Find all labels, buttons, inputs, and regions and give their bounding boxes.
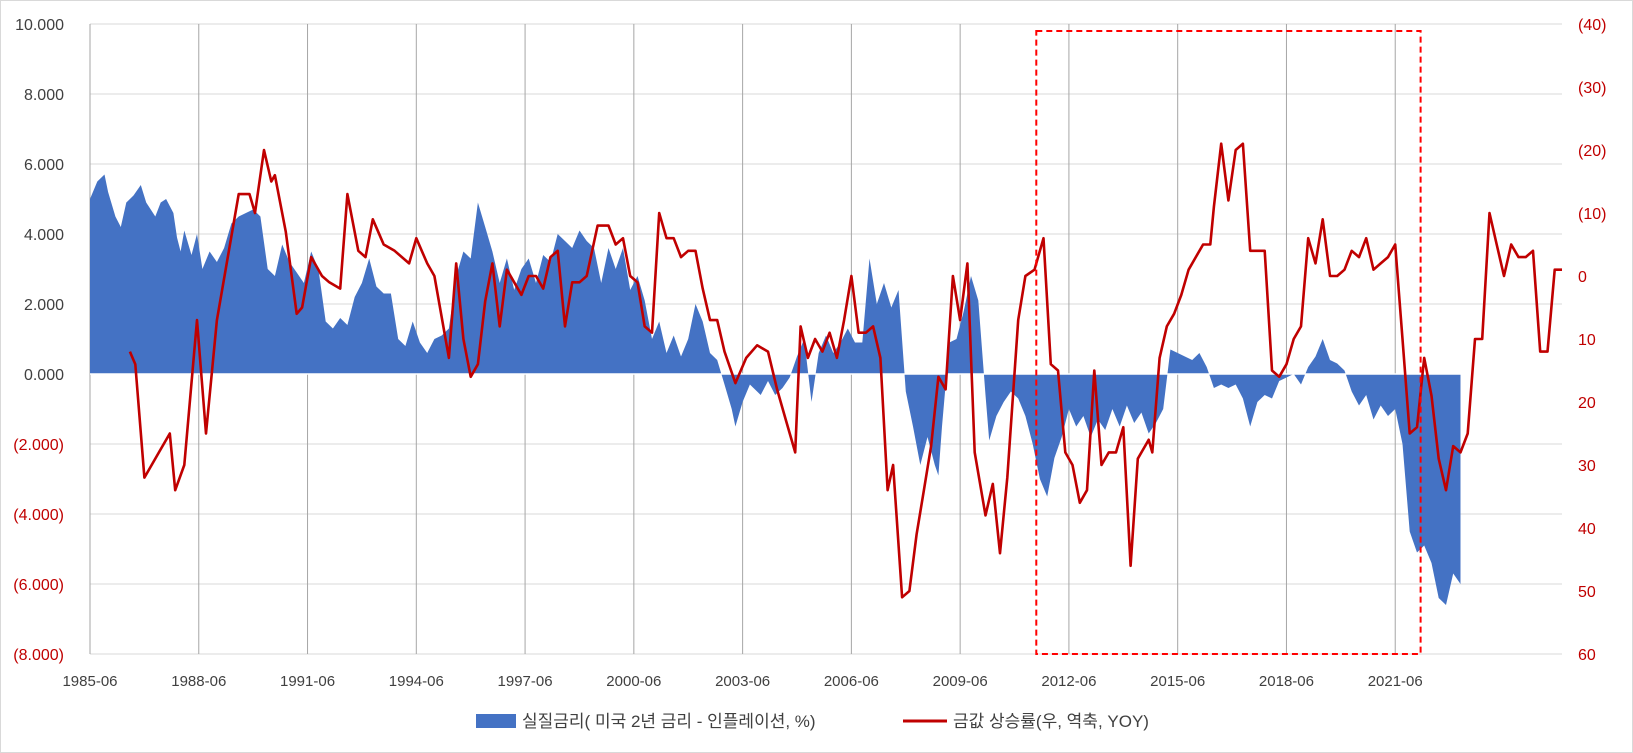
right-axis-tick-label: 20 <box>1578 395 1596 412</box>
left-axis-tick-label: 8.000 <box>24 87 64 104</box>
left-axis-tick-label: 10.000 <box>15 17 64 34</box>
right-axis-tick-label: 10 <box>1578 332 1596 349</box>
legend-line-label: 금값 상승률(우, 역축, YOY) <box>953 712 1149 731</box>
x-axis-tick-label: 2015-06 <box>1150 673 1205 690</box>
left-axis-tick-label: (8.000) <box>13 647 64 664</box>
left-axis-tick-label: 4.000 <box>24 227 64 244</box>
gold-yoy-line-layer <box>128 142 1562 599</box>
x-axis-tick-label: 2021-06 <box>1368 673 1423 690</box>
x-axis-tick-label: 2006-06 <box>824 673 879 690</box>
legend-area-label: 실질금리( 미국 2년 금리 - 인플레이션, %) <box>522 712 816 731</box>
x-axis-tick-label: 2003-06 <box>715 673 770 690</box>
right-axis-tick-label: (30) <box>1578 80 1606 97</box>
right-axis-tick-label: 40 <box>1578 521 1596 538</box>
x-axis-tick-label: 1994-06 <box>389 673 444 690</box>
right-axis-tick-label: 60 <box>1578 647 1596 664</box>
right-axis-tick-label: (10) <box>1578 206 1606 223</box>
x-axis-tick-label: 1988-06 <box>171 673 226 690</box>
x-axis-tick-label: 2018-06 <box>1259 673 1314 690</box>
right-axis-tick-label: (40) <box>1578 17 1606 34</box>
x-axis-tick-label: 2000-06 <box>606 673 661 690</box>
left-axis-tick-label: 0.000 <box>24 367 64 384</box>
legend: 실질금리( 미국 2년 금리 - 인플레이션, %) 금값 상승률(우, 역축,… <box>476 712 1149 731</box>
legend-area-swatch <box>476 714 516 728</box>
left-axis-tick-label: (4.000) <box>13 507 64 524</box>
right-axis-tick-label: 0 <box>1578 269 1587 286</box>
highlight-box-layer <box>1035 30 1422 655</box>
x-axis-tick-label: 1997-06 <box>498 673 553 690</box>
x-axis-tick-label: 2009-06 <box>933 673 988 690</box>
real-rate-area-layer <box>90 174 1562 605</box>
left-axis-tick-label: (6.000) <box>13 577 64 594</box>
real-rate-area <box>90 174 1461 605</box>
right-axis-tick-label: 50 <box>1578 584 1596 601</box>
x-axis-tick-label: 1985-06 <box>62 673 117 690</box>
left-axis-tick-label: 2.000 <box>24 297 64 314</box>
gold-yoy-line <box>128 142 1562 599</box>
left-axis-tick-label: 6.000 <box>24 157 64 174</box>
right-axis-tick-label: (20) <box>1578 143 1606 160</box>
axes: 10.000 8.000 6.000 4.000 2.000 0.000 (2.000) (4… <box>13 17 1606 690</box>
left-axis-tick-label: (2.000) <box>13 437 64 454</box>
highlight-box <box>1035 30 1422 655</box>
x-axis-tick-label: 2012-06 <box>1041 673 1096 690</box>
right-axis-tick-label: 30 <box>1578 458 1596 475</box>
x-axis-tick-label: 1991-06 <box>280 673 335 690</box>
